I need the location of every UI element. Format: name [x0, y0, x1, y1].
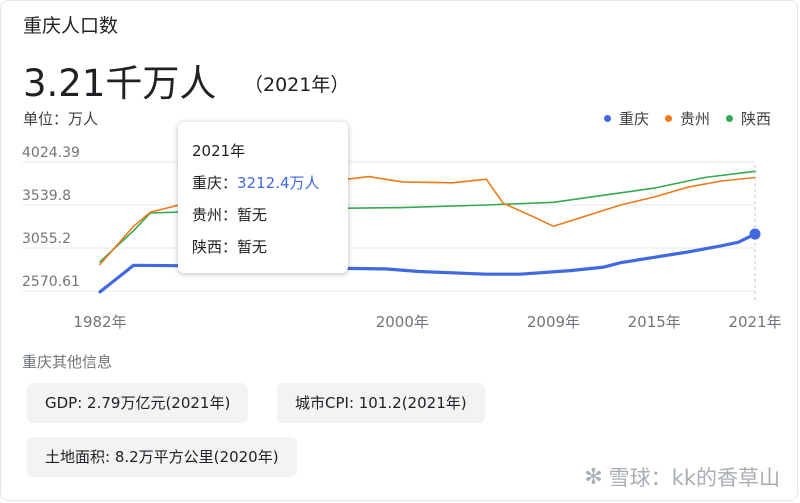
tooltip-value: 3212.4万人 [237, 174, 320, 192]
legend-item-guizhou[interactable]: 贵州 [664, 108, 710, 129]
series-line-shaanxi [99, 170, 756, 263]
x-tick-label: 2009年 [527, 313, 580, 331]
legend-label: 贵州 [679, 110, 710, 128]
tooltip-row-shaanxi: 陕西：暂无 [192, 236, 267, 257]
tooltip-date: 2021年 [192, 142, 246, 160]
chart-legend: 重庆 贵州 陕西 [603, 108, 771, 129]
y-tick-label: 3539.8 [22, 188, 71, 204]
legend-label: 陕西 [740, 110, 771, 128]
population-value: 3.21千万人 [23, 62, 217, 105]
x-tick-label: 2021年 [728, 313, 781, 331]
snowball-icon: ✻ [584, 464, 603, 490]
legend-item-chongqing[interactable]: 重庆 [603, 108, 649, 129]
watermark: ✻ 雪球：kk的香草山 [584, 462, 780, 492]
population-line-chart[interactable]: 4024.39 3539.8 3055.2 2570.61 1982年 2000年 2009… [0, 0, 800, 340]
legend-dot [603, 115, 611, 122]
land-area-chip[interactable]: 土地面积: 8.2万平方公里(2020年) [27, 437, 297, 477]
tooltip-label: 重庆： [192, 174, 238, 192]
tooltip-row-chongqing: 重庆：3212.4万人 [192, 172, 320, 193]
watermark-text: 雪球：kk的香草山 [608, 466, 780, 490]
highlight-point [749, 228, 761, 240]
tooltip-label: 陕西： [192, 238, 238, 256]
legend-label: 重庆 [618, 110, 649, 128]
tooltip-label: 贵州： [192, 206, 238, 224]
chart-tooltip: 2021年 重庆：3212.4万人 贵州：暂无 陕西：暂无 [178, 122, 348, 273]
y-tick-label: 3055.2 [22, 231, 71, 247]
cpi-chip[interactable]: 城市CPI: 101.2(2021年) [277, 383, 485, 423]
legend-dot [725, 115, 733, 122]
unit-label: 单位：万人 [23, 110, 99, 128]
legend-item-shaanxi[interactable]: 陕西 [725, 108, 771, 129]
tooltip-row-guizhou: 贵州：暂无 [192, 204, 267, 225]
tooltip-value: 暂无 [237, 206, 268, 224]
legend-dot [664, 115, 672, 122]
x-tick-label: 2015年 [628, 313, 681, 331]
y-tick-label: 2570.61 [22, 274, 80, 290]
x-tick-label: 1982年 [73, 313, 126, 331]
x-tick-label: 2000年 [376, 313, 429, 331]
y-tick-label: 4024.39 [22, 145, 80, 161]
population-year: （2021年） [244, 74, 350, 96]
other-info-title: 重庆其他信息 [22, 353, 113, 371]
gdp-chip[interactable]: GDP: 2.79万亿元(2021年) [27, 383, 249, 423]
tooltip-value: 暂无 [237, 238, 268, 256]
page-title: 重庆人口数 [23, 15, 119, 37]
